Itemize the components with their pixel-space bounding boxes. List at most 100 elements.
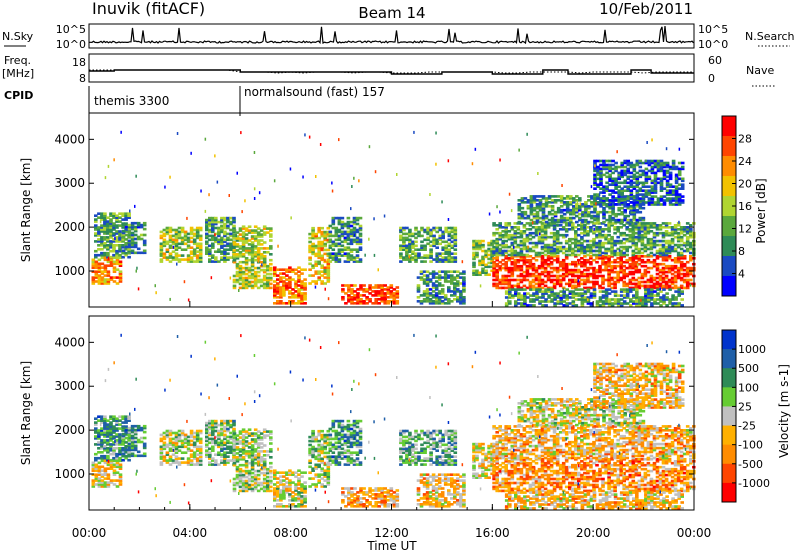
power-cell: [282, 292, 286, 295]
power-cell: [577, 241, 581, 245]
power-cell: [607, 300, 612, 303]
power-cell: [288, 290, 292, 293]
velocity-cell: [115, 447, 119, 450]
power-cell: [447, 234, 452, 238]
power-cell: [516, 251, 521, 255]
power-cell: [552, 235, 557, 239]
power-cell: [109, 214, 113, 217]
ytick-label: 1000: [54, 264, 85, 278]
power-cell: [550, 220, 555, 224]
power-cell: [544, 201, 549, 204]
power-cell: [619, 302, 624, 305]
power-cell: [544, 203, 549, 206]
power-cell: [592, 253, 596, 257]
power-cell: [109, 258, 114, 262]
power-cell: [525, 270, 530, 274]
power-cell: [616, 294, 621, 297]
power-cell: [620, 212, 624, 216]
power-cell: [314, 264, 318, 267]
power-cell: [602, 159, 606, 163]
power-cell: [513, 262, 518, 266]
power-cell: [472, 247, 476, 251]
power-cell: [250, 280, 255, 284]
power-cell: [528, 258, 533, 262]
power-cell: [650, 171, 655, 175]
power-cell: [256, 253, 261, 256]
power-cell: [435, 230, 439, 234]
power-cell: [177, 226, 182, 230]
power-cell: [235, 274, 240, 278]
power-cell: [513, 231, 518, 235]
power-cell: [655, 262, 660, 266]
power-cell: [129, 209, 131, 213]
power-cell: [411, 250, 415, 253]
power-cell: [622, 296, 627, 299]
power-cell: [516, 231, 521, 235]
power-cell: [523, 298, 527, 301]
power-cell: [441, 258, 445, 261]
power-cell: [580, 264, 584, 268]
power-cell: [571, 241, 575, 245]
power-cell: [399, 234, 403, 238]
power-cell: [456, 276, 460, 279]
velocity-cell: [100, 456, 104, 460]
power-cell: [499, 158, 501, 162]
power-cell: [565, 210, 570, 214]
power-cell: [528, 228, 533, 231]
power-cell: [453, 238, 458, 242]
power-cell: [244, 280, 249, 284]
power-cell: [408, 260, 412, 263]
power-cell: [514, 304, 518, 307]
power-cell: [94, 240, 98, 243]
power-cell: [673, 286, 678, 290]
power-cell: [650, 298, 654, 301]
power-cell: [674, 302, 678, 305]
power-cell: [223, 226, 227, 230]
power-cell: [647, 161, 652, 165]
power-cell: [631, 253, 636, 257]
power-cell: [504, 251, 508, 255]
power-cell: [247, 284, 252, 288]
power-cell: [592, 224, 596, 227]
power-cell: [555, 278, 560, 282]
velocity-cell: [97, 483, 102, 486]
power-cell: [529, 201, 534, 204]
power-cell: [679, 264, 684, 268]
power-cell: [607, 239, 611, 243]
power-cell: [429, 240, 433, 244]
power-cell: [277, 244, 279, 248]
power-cell: [238, 233, 243, 236]
power-cell: [192, 240, 197, 244]
power-cell: [320, 248, 324, 252]
power-cell: [435, 238, 439, 242]
power-cell: [547, 210, 552, 214]
power-cell: [198, 228, 203, 232]
power-cell: [392, 294, 397, 297]
noise-left-tick-bottom: 10^0: [56, 38, 86, 51]
power-cell: [328, 240, 333, 244]
power-cell: [513, 258, 518, 262]
power-cell: [510, 284, 515, 288]
power-cell: [478, 263, 482, 267]
power-cell: [568, 249, 572, 253]
power-cell: [595, 260, 599, 264]
power-cell: [256, 251, 261, 254]
power-cell: [552, 278, 557, 282]
power-cell: [250, 284, 255, 288]
power-cell: [534, 276, 539, 280]
power-cell: [626, 218, 630, 222]
power-cell: [282, 294, 286, 297]
power-cell: [514, 300, 518, 303]
power-cell: [677, 302, 681, 305]
power-cell: [109, 244, 113, 247]
power-cell: [223, 248, 227, 251]
power-cell: [501, 266, 505, 270]
power-cell: [422, 280, 427, 283]
power-cell: [358, 258, 363, 261]
power-cell: [340, 240, 345, 244]
power-cell: [659, 183, 664, 186]
power-cell: [223, 256, 227, 259]
power-cell: [492, 266, 496, 270]
power-cell: [635, 220, 640, 224]
power-cell: [534, 286, 539, 290]
